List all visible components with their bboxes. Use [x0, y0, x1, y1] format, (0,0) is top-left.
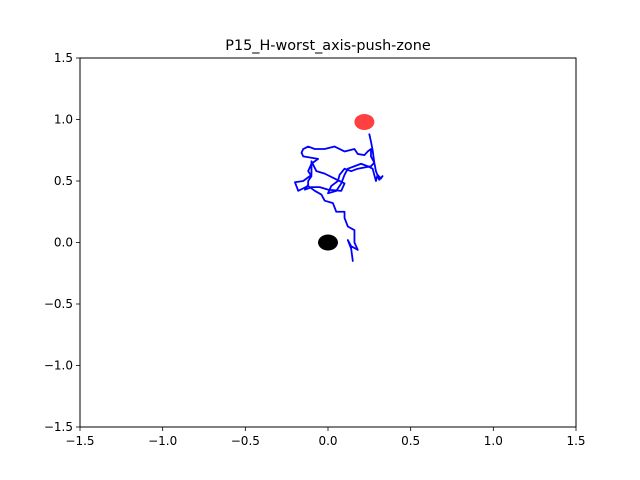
- y-tick-label: 0.5: [54, 174, 73, 188]
- y-tick-label: 0.0: [54, 236, 73, 250]
- series-layer: [294, 133, 384, 262]
- y-tick-label: 1.5: [54, 51, 73, 65]
- chart-title: P15_H-worst_axis-push-zone: [225, 38, 431, 54]
- y-axis: −1.5 −1.0 −0.5 0.0 0.5 1.0 1.5: [44, 51, 80, 434]
- y-tick-label: −0.5: [44, 297, 73, 311]
- y-tick-label: −1.5: [44, 420, 73, 434]
- x-tick-label: −1.5: [65, 434, 94, 448]
- y-tick-label: 1.0: [54, 113, 73, 127]
- x-tick-label: −1.0: [148, 434, 177, 448]
- x-tick-label: 1.5: [566, 434, 585, 448]
- start-marker: [318, 234, 338, 251]
- y-tick-label: −1.0: [44, 359, 73, 373]
- x-tick-label: 1.0: [484, 434, 503, 448]
- x-tick-label: 0.5: [401, 434, 420, 448]
- trajectory-line: [294, 133, 384, 262]
- x-tick-label: 0.0: [318, 434, 337, 448]
- x-tick-label: −0.5: [231, 434, 260, 448]
- marker-layer: [318, 113, 375, 251]
- target-marker: [354, 113, 375, 130]
- x-axis: −1.5 −1.0 −0.5 0.0 0.5 1.0 1.5: [65, 427, 586, 448]
